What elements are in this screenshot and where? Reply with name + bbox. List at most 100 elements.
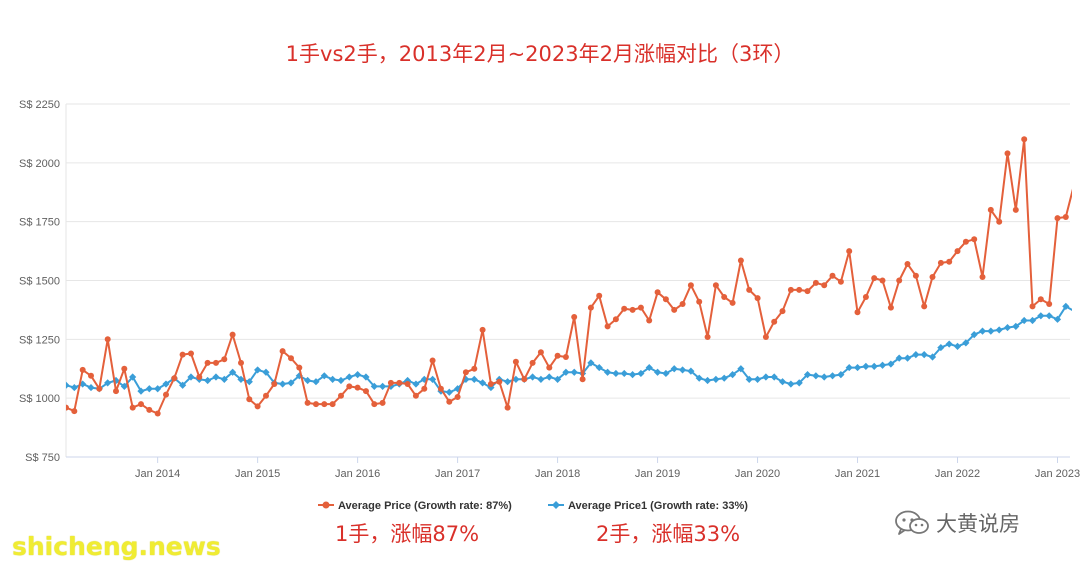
data-point[interactable] (479, 326, 486, 333)
data-point[interactable] (778, 378, 787, 386)
data-point[interactable] (746, 286, 753, 293)
data-point[interactable] (762, 334, 769, 340)
data-point[interactable] (829, 272, 836, 279)
data-point[interactable] (670, 365, 678, 373)
data-point[interactable] (163, 391, 169, 398)
data-point[interactable] (279, 380, 287, 388)
data-point[interactable] (387, 382, 395, 390)
data-point[interactable] (704, 334, 711, 340)
data-point[interactable] (379, 399, 386, 406)
data-point[interactable] (804, 288, 811, 295)
data-point[interactable] (229, 331, 236, 338)
data-point[interactable] (213, 359, 219, 366)
data-point[interactable] (138, 401, 144, 408)
data-point[interactable] (571, 314, 578, 320)
data-point[interactable] (1012, 322, 1020, 330)
data-point[interactable] (196, 374, 203, 380)
data-point[interactable] (879, 277, 886, 284)
data-point[interactable] (537, 349, 544, 356)
data-point[interactable] (987, 327, 995, 335)
data-point[interactable] (87, 383, 95, 392)
data-point[interactable] (896, 277, 903, 284)
data-point[interactable] (321, 401, 328, 408)
data-point[interactable] (1045, 312, 1053, 320)
data-point[interactable] (796, 286, 803, 293)
data-point[interactable] (363, 388, 369, 395)
data-point[interactable] (129, 404, 136, 411)
data-point[interactable] (729, 299, 736, 306)
data-point[interactable] (263, 392, 269, 399)
data-point[interactable] (287, 379, 295, 387)
data-point[interactable] (296, 364, 303, 371)
data-point[interactable] (229, 368, 237, 376)
data-point[interactable] (445, 388, 453, 396)
data-point[interactable] (920, 351, 928, 359)
data-point[interactable] (553, 375, 562, 383)
data-point[interactable] (1003, 323, 1012, 332)
data-point[interactable] (496, 378, 503, 385)
data-point[interactable] (979, 274, 986, 280)
data-point[interactable] (104, 336, 111, 343)
data-point[interactable] (754, 295, 761, 302)
data-point[interactable] (313, 401, 319, 408)
data-point[interactable] (862, 362, 870, 370)
data-point[interactable] (304, 376, 312, 385)
data-point[interactable] (712, 282, 719, 289)
data-point[interactable] (462, 375, 470, 383)
data-point[interactable] (712, 375, 720, 383)
data-point[interactable] (954, 248, 961, 255)
data-point[interactable] (1037, 296, 1044, 303)
data-point[interactable] (63, 404, 69, 411)
data-point[interactable] (671, 306, 678, 313)
data-point[interactable] (662, 369, 670, 378)
data-point[interactable] (945, 340, 953, 348)
data-point[interactable] (587, 304, 594, 311)
data-point[interactable] (596, 292, 603, 299)
data-point[interactable] (912, 351, 920, 359)
data-point[interactable] (1062, 214, 1069, 220)
data-point[interactable] (828, 372, 837, 380)
data-point[interactable] (304, 399, 311, 406)
data-point[interactable] (470, 375, 478, 383)
data-point[interactable] (487, 381, 494, 387)
data-point[interactable] (429, 357, 436, 364)
data-point[interactable] (779, 308, 786, 315)
data-point[interactable] (928, 353, 937, 361)
data-point[interactable] (454, 385, 462, 393)
data-point[interactable] (687, 367, 695, 375)
data-point[interactable] (737, 257, 744, 264)
data-point[interactable] (703, 376, 712, 385)
data-point[interactable] (1004, 150, 1011, 157)
legend-item-new[interactable]: Average Price (Growth rate: 87%) (318, 500, 512, 512)
data-point[interactable] (971, 236, 978, 243)
data-point[interactable] (545, 373, 553, 381)
data-point[interactable] (188, 350, 194, 357)
data-point[interactable] (204, 376, 212, 385)
data-point[interactable] (854, 309, 861, 316)
data-point[interactable] (603, 368, 612, 376)
data-point[interactable] (612, 369, 620, 378)
data-point[interactable] (412, 392, 419, 399)
data-point[interactable] (528, 373, 537, 381)
data-point[interactable] (995, 326, 1003, 334)
data-point[interactable] (512, 375, 520, 383)
data-point[interactable] (254, 403, 261, 410)
data-point[interactable] (937, 259, 944, 266)
data-point[interactable] (720, 374, 728, 382)
data-point[interactable] (145, 385, 153, 393)
data-point[interactable] (370, 382, 378, 390)
data-point[interactable] (279, 348, 286, 355)
data-point[interactable] (821, 282, 828, 289)
data-point[interactable] (812, 279, 819, 286)
data-point[interactable] (612, 316, 619, 323)
data-point[interactable] (728, 371, 737, 379)
data-point[interactable] (412, 380, 420, 388)
data-point[interactable] (1046, 301, 1053, 307)
legend-item-resale[interactable]: Average Price1 (Growth rate: 33%) (548, 500, 748, 512)
data-point[interactable] (662, 296, 669, 303)
data-point[interactable] (887, 304, 894, 311)
data-point[interactable] (853, 363, 862, 372)
data-point[interactable] (837, 371, 845, 379)
data-point[interactable] (1012, 206, 1019, 213)
data-point[interactable] (787, 380, 795, 388)
